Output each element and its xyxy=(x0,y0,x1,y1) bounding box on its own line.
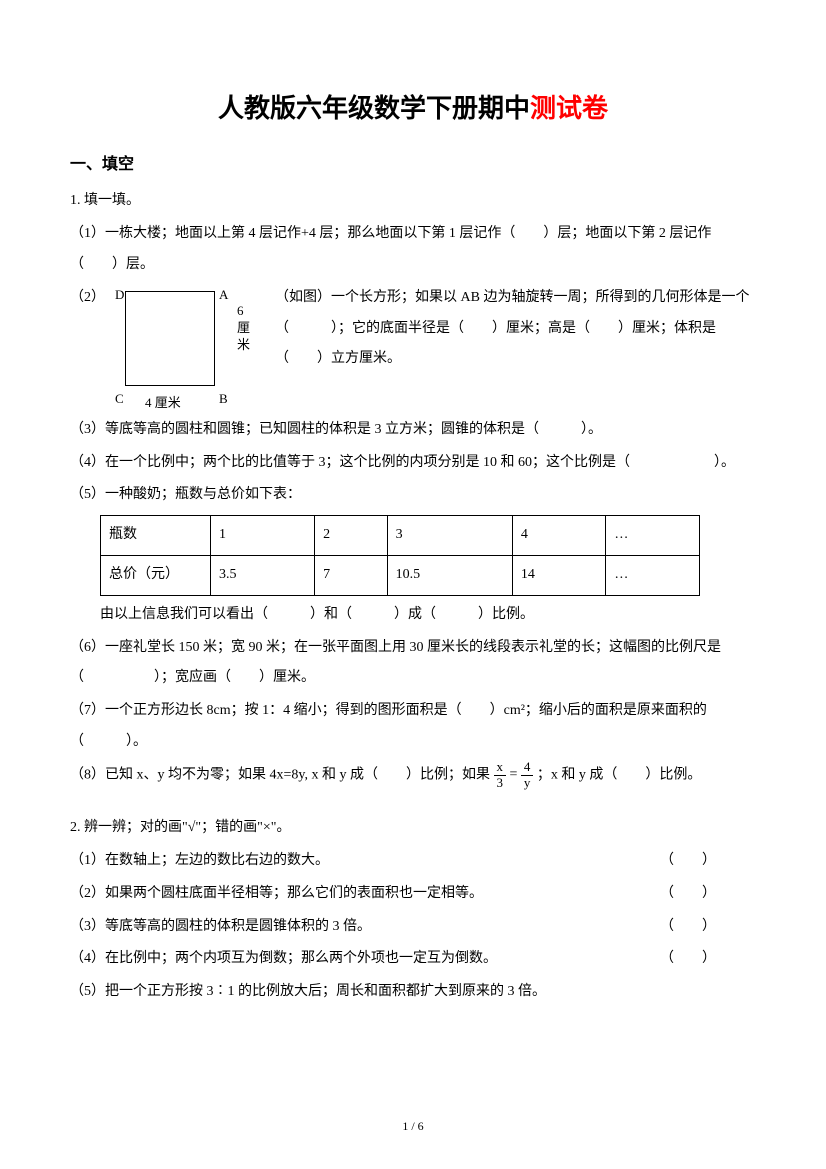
q1-2: （2） D A C B 6 厘 米 4 厘米 （如图）一个长方形；如果以 AB … xyxy=(70,283,756,413)
q2-head: 2. 辨一辨；对的画"√"；错的画"×"。 xyxy=(70,813,756,844)
q2-4: （4）在比例中；两个内项互为倒数；那么两个外项也一定互为倒数。（ ） xyxy=(70,944,756,975)
price-table: 瓶数 1 2 3 4 … 总价（元） 3.5 7 10.5 14 … xyxy=(100,515,700,596)
q1-5a: （5）一种酸奶；瓶数与总价如下表： xyxy=(70,480,756,511)
q1-head: 1. 填一填。 xyxy=(70,186,756,217)
fraction-4y: 4 y xyxy=(521,760,534,790)
q1-5b: 由以上信息我们可以看出（ ）和（ ）成（ ）比例。 xyxy=(70,600,756,631)
q1-6: （6）一座礼堂长 150 米；宽 90 米；在一张平面图上用 30 厘米长的线段… xyxy=(70,633,756,695)
q2-3: （3）等底等高的圆柱的体积是圆锥体积的 3 倍。（ ） xyxy=(70,912,756,943)
q1-1: （1）一栋大楼；地面以上第 4 层记作+4 层；那么地面以下第 1 层记作（ ）… xyxy=(70,219,756,281)
q2-1: （1）在数轴上；左边的数比右边的数大。（ ） xyxy=(70,846,756,877)
q1-4: （4）在一个比例中；两个比的比值等于 3；这个比例的内项分别是 10 和 60；… xyxy=(70,448,756,479)
page-title: 人教版六年级数学下册期中测试卷 xyxy=(70,80,756,137)
q1-3: （3）等底等高的圆柱和圆锥；已知圆柱的体积是 3 立方米；圆锥的体积是（ ）。 xyxy=(70,415,756,446)
q1-7: （7）一个正方形边长 8cm；按 1：4 缩小；得到的图形面积是（ ）cm²；缩… xyxy=(70,696,756,758)
q1-8: （8）已知 x、y 均不为零；如果 4x=8y, x 和 y 成（ ）比例；如果… xyxy=(70,760,756,791)
q2-5: （5）把一个正方形按 3∶1 的比例放大后；周长和面积都扩大到原来的 3 倍。 xyxy=(70,977,756,1008)
fraction-x3: x 3 xyxy=(494,760,507,790)
page-number: 1 / 6 xyxy=(0,1113,826,1139)
rectangle-figure: D A C B 6 厘 米 4 厘米 xyxy=(105,283,275,413)
q2-2: （2）如果两个圆柱底面半径相等；那么它们的表面积也一定相等。（ ） xyxy=(70,879,756,910)
section-1-head: 一、填空 xyxy=(70,147,756,182)
